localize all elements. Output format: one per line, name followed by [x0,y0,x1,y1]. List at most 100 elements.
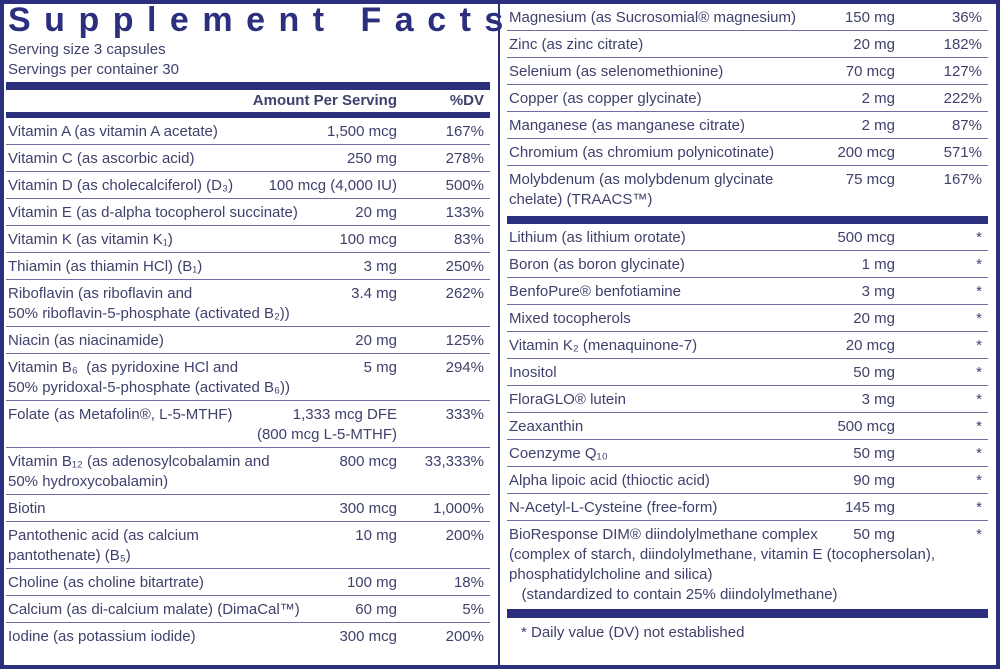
servings-per-container: Servings per container 30 [8,61,179,78]
nutrient-amount: 60 mg [355,601,397,618]
nutrient-dv: 250% [445,258,484,275]
nutrient-row: Calcium (as di-calcium malate) (DimaCal™… [6,596,490,623]
nutrient-dv: * [976,256,982,273]
nutrient-amount: 1 mg [861,256,895,273]
nutrient-amount: 3 mg [363,258,397,275]
nutrient-amount: 1,500 mcg [326,123,397,140]
nutrient-name: Riboflavin (as riboflavin and 50% ribofl… [8,285,290,322]
nutrient-row: Iodine (as potassium iodide) 300 mcg 200% [6,623,490,650]
nutrient-amount: 20 mcg [845,337,895,354]
footnote: * Daily value (DV) not established [521,624,745,641]
thick-divider [6,82,490,90]
nutrient-amount: 5 mg [363,359,397,376]
nutrient-dv: 571% [943,144,982,161]
nutrient-row: Folate (as Metafolin®, L-5-MTHF) 1,333 mc… [6,401,490,448]
nutrient-amount: 145 mg [844,499,895,516]
nutrient-name: Vitamin E (as d-alpha tocopherol succina… [8,204,298,221]
nutrient-dv: 200% [445,628,484,645]
thick-divider [6,112,490,118]
nutrient-name: Magnesium (as Sucrosomial® magnesium) [509,9,796,26]
nutrient-row: Zeaxanthin 500 mcg * [507,413,988,440]
nutrient-dv: * [976,445,982,462]
nutrient-amount: 20 mg [853,36,895,53]
nutrient-dv: 167% [943,171,982,188]
column-divider [498,4,500,665]
nutrient-dv: 333% [445,406,484,423]
nutrient-amount: 75 mcg [845,171,895,188]
thick-divider [507,609,988,618]
nutrient-dv: * [976,391,982,408]
nutrient-amount: 250 mg [346,150,397,167]
dv-header: %DV [449,92,484,109]
nutrient-row: Vitamin E (as d-alpha tocopherol succina… [6,199,490,226]
nutrient-row: N-Acetyl-L-Cysteine (free-form) 145 mg * [507,494,988,521]
nutrient-dv: * [976,229,982,246]
nutrient-dv: 278% [445,150,484,167]
nutrient-name: Iodine (as potassium iodide) [8,628,196,645]
nutrient-dv: 167% [445,123,484,140]
thick-divider [507,216,988,224]
nutrient-dv: 500% [445,177,484,194]
nutrient-dv: * [976,472,982,489]
nutrient-name: Alpha lipoic acid (thioctic acid) [509,472,710,489]
nutrient-dv: 182% [943,36,982,53]
nutrient-name: Thiamin (as thiamin HCl) (B₁) [8,258,203,275]
nutrient-row: Boron (as boron glycinate) 1 mg * [507,251,988,278]
nutrient-dv: * [976,337,982,354]
nutrient-name: Boron (as boron glycinate) [509,256,685,273]
nutrient-amount: 70 mcg [845,63,895,80]
nutrient-dv: 222% [943,90,982,107]
nutrient-row: Chromium (as chromium polynicotinate) 200… [507,139,988,166]
nutrient-name: Mixed tocopherols [509,310,631,327]
nutrient-amount: 800 mcg [339,453,397,470]
nutrient-amount: 1,333 mcg DFE (800 mcg L-5-MTHF) [256,406,397,443]
nutrient-dv: 33,333% [424,453,484,470]
nutrient-dv: 200% [445,527,484,544]
nutrient-name: Manganese (as manganese citrate) [509,117,745,134]
nutrient-name: Lithium (as lithium orotate) [509,229,686,246]
nutrient-name: BenfoPure® benfotiamine [509,283,681,300]
nutrient-name: Zeaxanthin [509,418,584,435]
nutrient-amount: 500 mcg [837,229,895,246]
nutrient-amount: 300 mcg [339,628,397,645]
nutrient-name: Molybdenum (as molybdenum glycinate chel… [509,171,774,208]
nutrient-row: Vitamin D (as cholecalciferol) (D₃) 100 m… [6,172,490,199]
nutrient-row: Biotin 300 mcg 1,000% [6,495,490,522]
nutrient-dv: 294% [445,359,484,376]
column-header: Amount Per Serving %DV [6,90,490,112]
nutrient-row: Vitamin C (as ascorbic acid) 250 mg 278% [6,145,490,172]
nutrient-amount: 2 mg [861,117,895,134]
page-title: Supplement Facts [8,1,517,39]
nutrient-name: Vitamin K (as vitamin K₁) [8,231,173,248]
nutrient-dv: 127% [943,63,982,80]
nutrient-amount: 10 mg [355,527,397,544]
left-column: Supplement Facts Serving size 3 capsules… [6,0,517,650]
nutrient-name: Calcium (as di-calcium malate) (DimaCal™… [8,601,300,618]
nutrient-amount: 20 mg [853,310,895,327]
nutrient-dv: 133% [445,204,484,221]
nutrient-dv: 18% [453,574,484,591]
nutrient-dv: * [976,526,982,543]
nutrient-amount: 20 mg [355,204,397,221]
nutrient-dv: * [976,283,982,300]
nutrient-amount: 100 mcg [339,231,397,248]
nutrient-name: Pantothenic acid (as calcium pantothenat… [8,527,199,564]
nutrient-dv: 83% [453,231,484,248]
nutrient-amount: 2 mg [861,90,895,107]
nutrient-row: Thiamin (as thiamin HCl) (B₁) 3 mg 250% [6,253,490,280]
serving-size: Serving size 3 capsules [8,41,166,58]
nutrient-row: BioResponse DIM® diindolylmethane comple… [507,521,988,609]
nutrient-name: N-Acetyl-L-Cysteine (free-form) [509,499,718,516]
nutrient-name: Inositol [509,364,557,381]
nutrient-amount: 3.4 mg [351,285,397,302]
nutrient-amount: 3 mg [861,391,895,408]
right-column: Magnesium (as Sucrosomial® magnesium) 150… [507,4,988,643]
nutrient-name: BioResponse DIM® diindolylmethane comple… [509,526,936,603]
nutrient-amount: 3 mg [861,283,895,300]
nutrient-row: Mixed tocopherols 20 mg * [507,305,988,332]
nutrient-name: Selenium (as selenomethionine) [509,63,724,80]
nutrient-row: Selenium (as selenomethionine) 70 mcg 127% [507,58,988,85]
nutrient-name: Chromium (as chromium polynicotinate) [509,144,775,161]
nutrient-name: Vitamin D (as cholecalciferol) (D₃) [8,177,234,194]
nutrient-row: Copper (as copper glycinate) 2 mg 222% [507,85,988,112]
